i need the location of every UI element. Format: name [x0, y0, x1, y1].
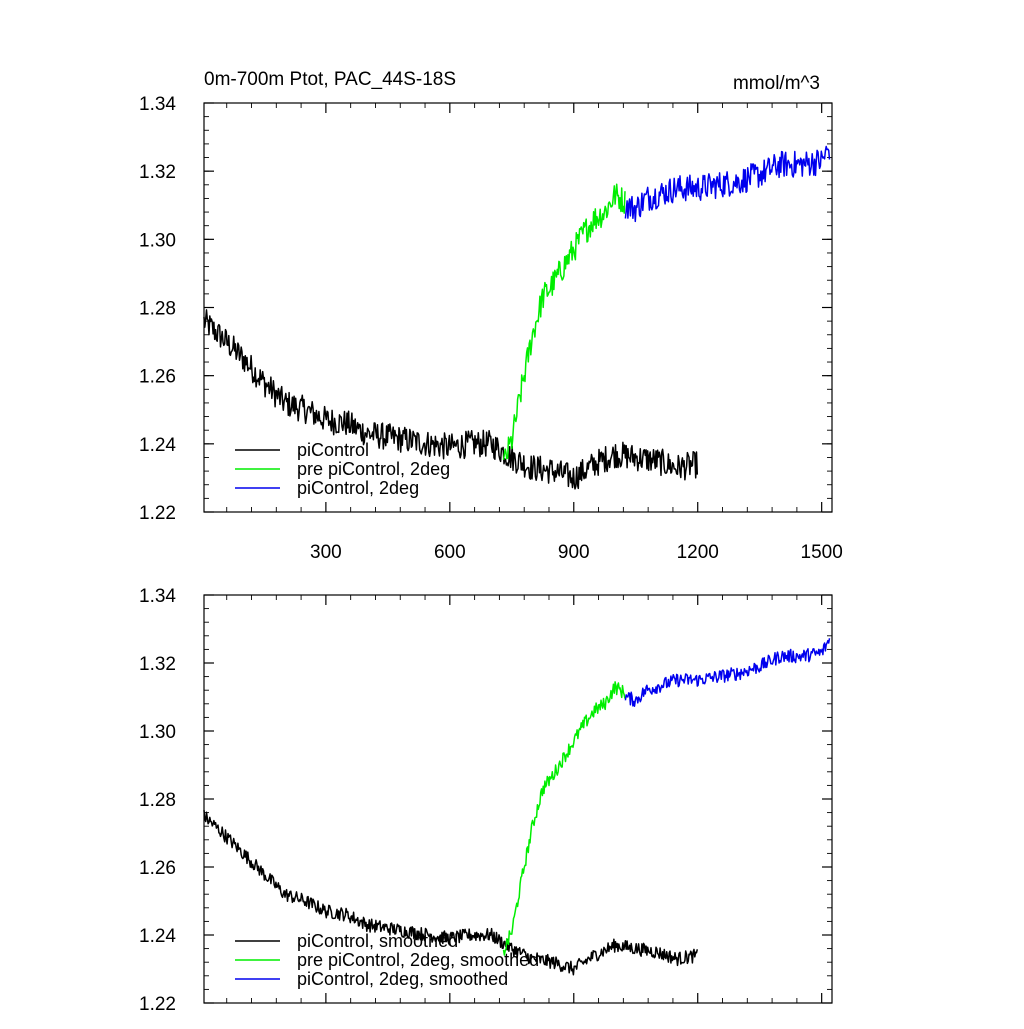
x-tick-label: 600: [434, 542, 466, 563]
y-tick-label: 1.34: [139, 586, 176, 607]
x-tick-label: 300: [310, 542, 342, 563]
y-tick-label: 1.24: [139, 926, 176, 947]
x-tick-label: 900: [558, 542, 590, 563]
y-tick-label: 1.32: [139, 162, 176, 183]
y-tick-label: 1.24: [139, 435, 176, 456]
series-line-1: [502, 183, 626, 461]
y-tick-label: 1.22: [139, 503, 176, 524]
y-tick-label: 1.28: [139, 790, 176, 811]
y-tick-label: 1.30: [139, 722, 176, 743]
legend-label: piControl: [297, 440, 369, 460]
y-tick-label: 1.26: [139, 367, 176, 388]
y-tick-label: 1.28: [139, 299, 176, 320]
series-line-1: [502, 681, 626, 956]
y-tick-label: 1.34: [139, 94, 176, 115]
chart-units: mmol/m^3: [733, 73, 820, 94]
top-panel: 0m-700m Ptot, PAC_44S-18S mmol/m^3 1.22 1…: [139, 69, 843, 563]
legend-label: pre piControl, 2deg: [297, 459, 450, 479]
legend-label: piControl, 2deg: [297, 478, 419, 498]
x-tick-label: 1500: [801, 542, 843, 563]
y-tick-label: 1.32: [139, 654, 176, 675]
y-tick-label: 1.26: [139, 858, 176, 879]
series-line-0: [203, 810, 699, 976]
legend-label: pre piControl, 2deg, smoothed: [297, 950, 539, 970]
series-line-2: [624, 145, 831, 223]
legend-label: piControl, 2deg, smoothed: [297, 969, 508, 989]
y-tick-label: 1.30: [139, 230, 176, 251]
series-line-2: [624, 638, 831, 707]
series-line-0: [203, 309, 699, 490]
bottom-panel: 1.22 1.24 1.26 1.28 1.30 1.32 1.34 piControl, s…: [139, 586, 833, 1015]
x-tick-label: 1200: [677, 542, 719, 563]
chart-title: 0m-700m Ptot, PAC_44S-18S: [204, 69, 456, 90]
y-tick-label: 1.22: [139, 994, 176, 1015]
legend-label: piControl, smoothed: [297, 931, 458, 951]
